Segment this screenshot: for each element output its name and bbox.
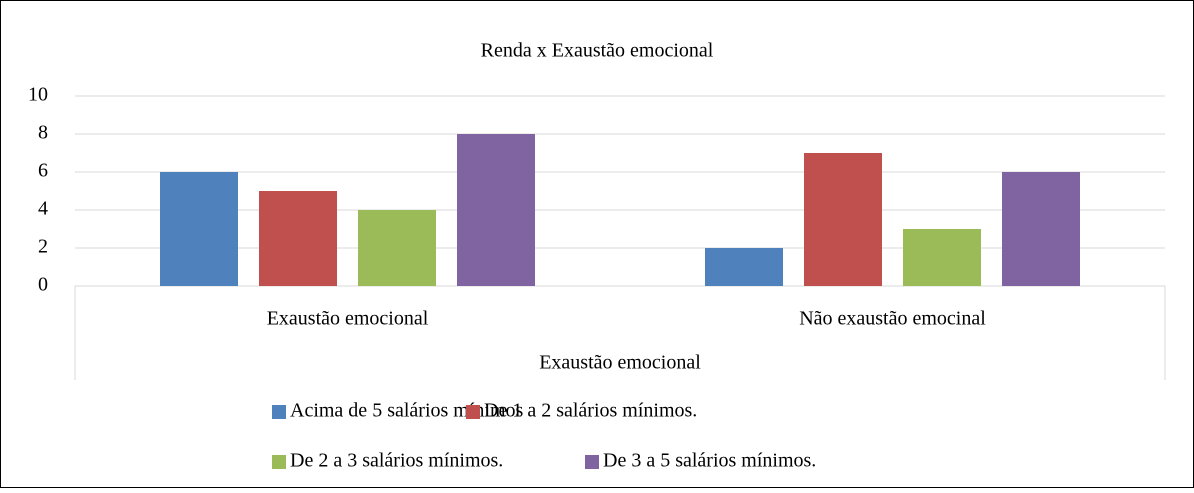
legend-swatch [272, 455, 286, 469]
x-tick-label: Não exaustão emocinal [799, 308, 986, 330]
legend-label: Acima de 5 salários mínimos [290, 400, 524, 422]
legend-label: De 2 a 3 salários mínimos. [290, 450, 503, 472]
bar [705, 248, 783, 286]
y-tick-label: 4 [38, 198, 48, 220]
legend-swatch [466, 405, 480, 419]
bar [160, 172, 238, 286]
legend-label: De 3 a 5 salários mínimos. [603, 450, 816, 472]
bar [358, 210, 436, 286]
bar [804, 153, 882, 286]
y-tick-label: 6 [38, 160, 48, 182]
y-tick-label: 10 [28, 84, 48, 106]
x-tick-label: Exaustão emocional [267, 308, 429, 330]
bar [457, 134, 535, 286]
chart-title: Renda x Exaustão emocional [481, 40, 714, 62]
y-tick-label: 2 [38, 236, 48, 258]
bar [1002, 172, 1080, 286]
legend-label: De 1 a 2 salários mínimos. [484, 400, 697, 422]
legend-swatch [272, 405, 286, 419]
y-tick-label: 0 [38, 274, 48, 296]
x-axis-title: Exaustão emocional [539, 352, 701, 374]
bar [903, 229, 981, 286]
bar [259, 191, 337, 286]
legend-swatch [585, 455, 599, 469]
y-tick-label: 8 [38, 122, 48, 144]
